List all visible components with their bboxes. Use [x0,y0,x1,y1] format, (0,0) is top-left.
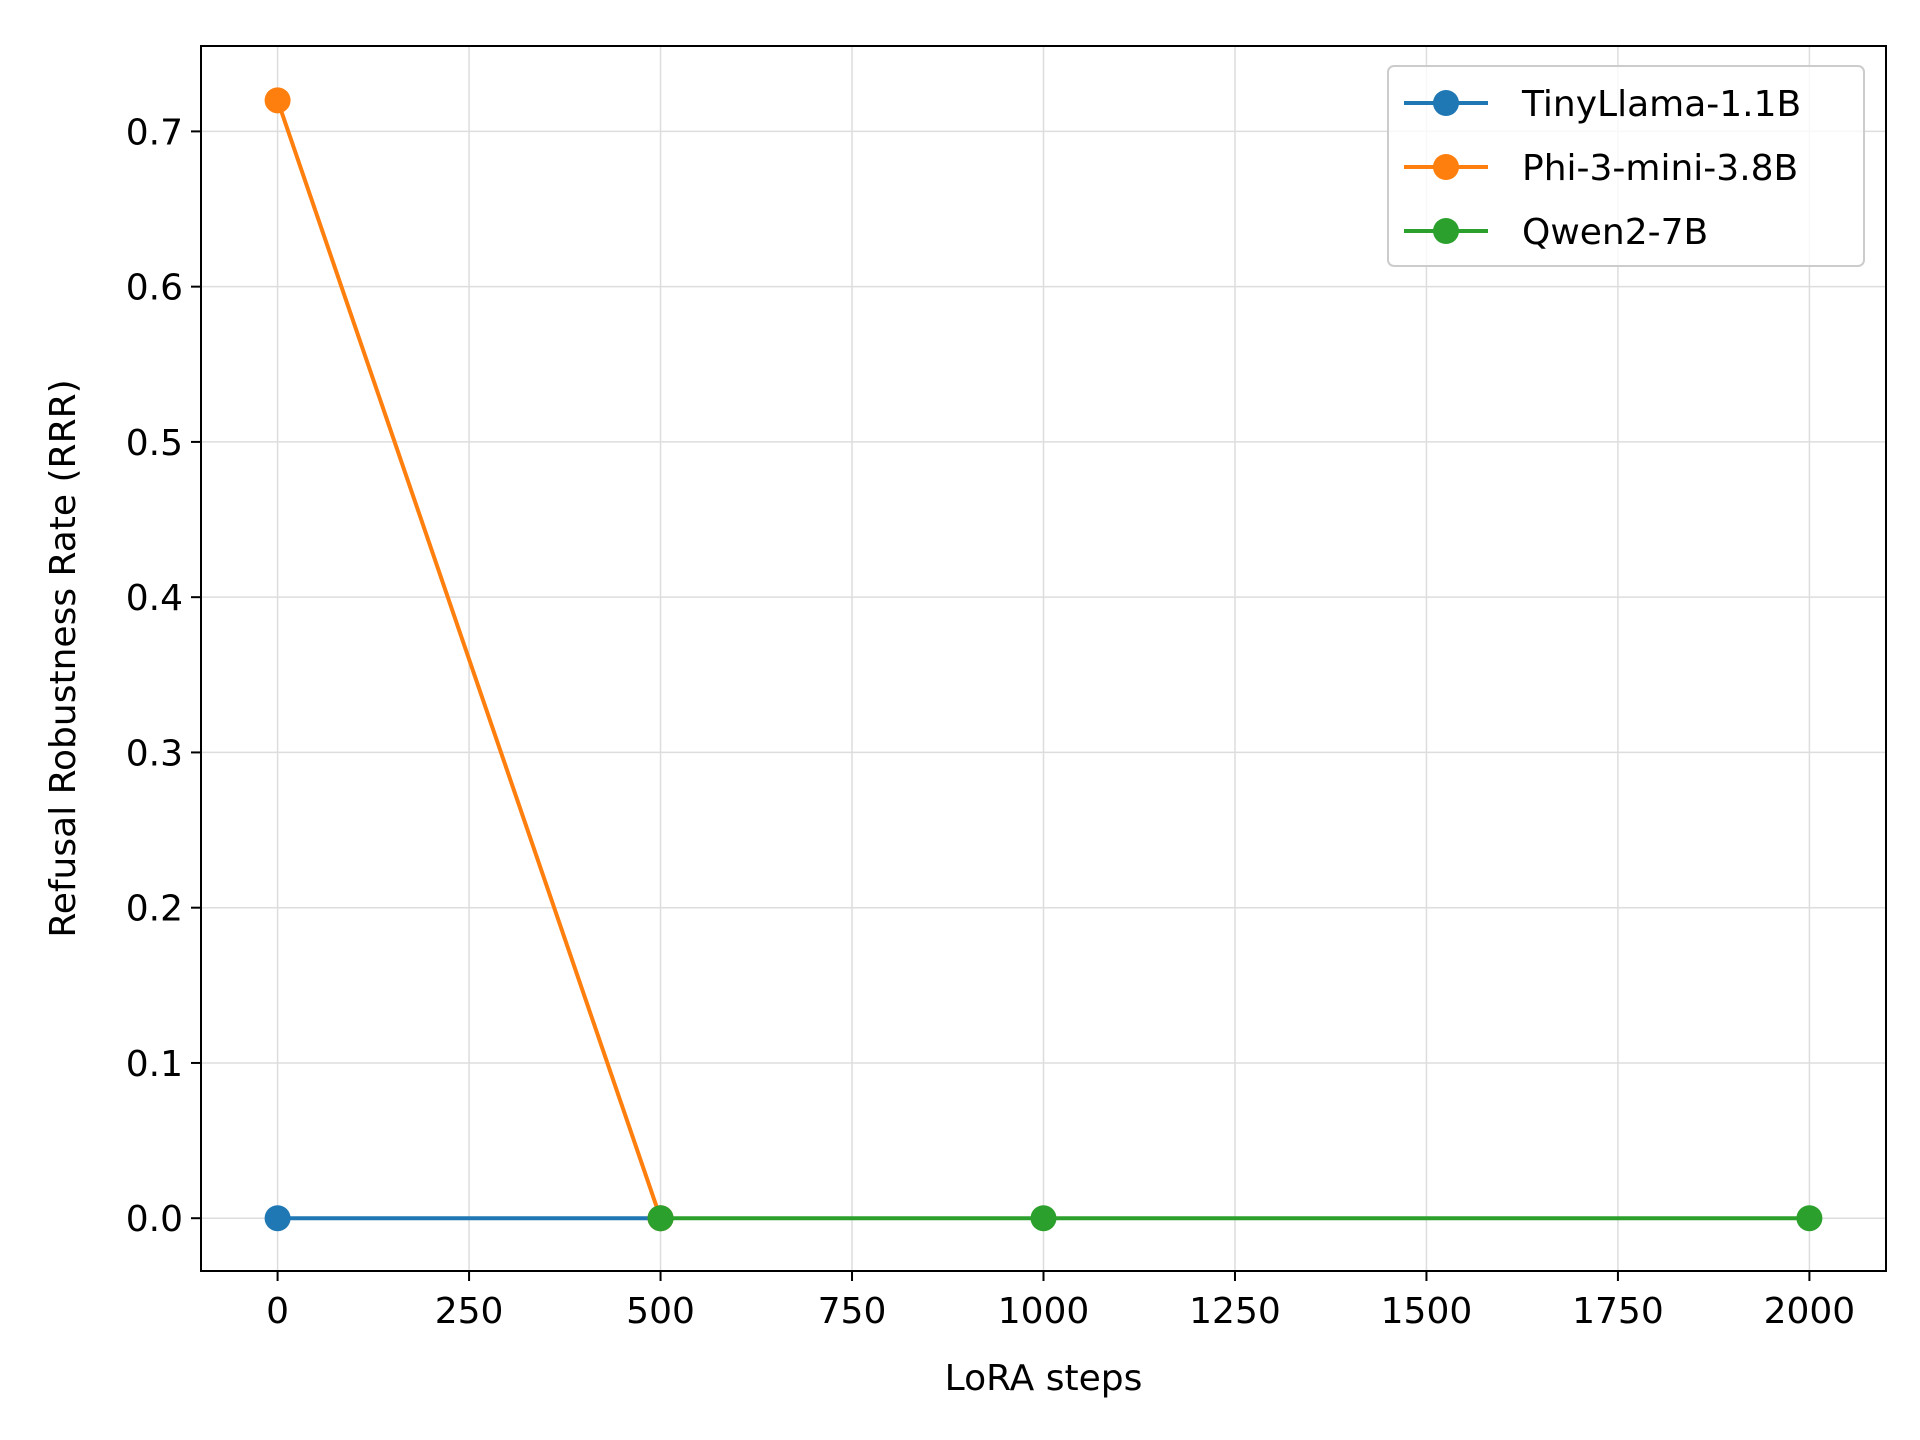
x-tick-label: 500 [626,1291,695,1332]
y-axis-label: Refusal Robustness Rate (RRR) [43,379,84,937]
legend: TinyLlama-1.1B Phi-3-mini-3.8B Qwen2-7B [1387,65,1865,267]
y-tick-label: 0.5 [126,423,183,464]
y-tick-label: 0.6 [126,268,183,309]
y-tick-label: 0.3 [126,733,183,774]
x-tick-label: 2000 [1764,1291,1856,1332]
y-tick-label: 0.7 [126,112,183,153]
legend-entry: Qwen2-7B [1404,212,1708,253]
x-axis-label: LoRA steps [945,1358,1143,1399]
x-tick-label: 1500 [1381,1291,1473,1332]
x-tick-label: 1750 [1572,1291,1664,1332]
y-tick-label: 0.2 [126,889,183,930]
legend-marker [1433,218,1459,244]
data-point [264,1205,291,1232]
legend-label: Qwen2-7B [1522,212,1708,253]
y-tick-label: 0.1 [126,1044,183,1085]
legend-label: TinyLlama-1.1B [1521,84,1801,125]
x-tick-label: 250 [435,1291,504,1332]
data-point [1030,1205,1057,1232]
x-tick-label: 1000 [998,1291,1090,1332]
legend-entry: Phi-3-mini-3.8B [1404,148,1798,189]
series-line [275,99,663,1219]
series-layer [264,87,1823,1232]
legend-marker [1433,154,1459,180]
series-2 [647,1205,1823,1232]
x-tick-label: 750 [818,1291,887,1332]
data-point [647,1205,674,1232]
ticks: 0 250 500 750 1000 1250 1500 1750 2000 0.0 0.1 0.2 0… [126,112,1855,1332]
legend-label: Phi-3-mini-3.8B [1522,148,1798,189]
data-point [1796,1205,1823,1232]
x-tick-label: 0 [266,1291,289,1332]
legend-box [1387,65,1865,267]
legend-marker [1433,90,1459,116]
x-tick-label: 1250 [1189,1291,1281,1332]
y-tick-label: 0.0 [126,1199,183,1240]
legend-entry: TinyLlama-1.1B [1404,84,1801,125]
data-point [264,87,291,114]
y-tick-label: 0.4 [126,578,183,619]
